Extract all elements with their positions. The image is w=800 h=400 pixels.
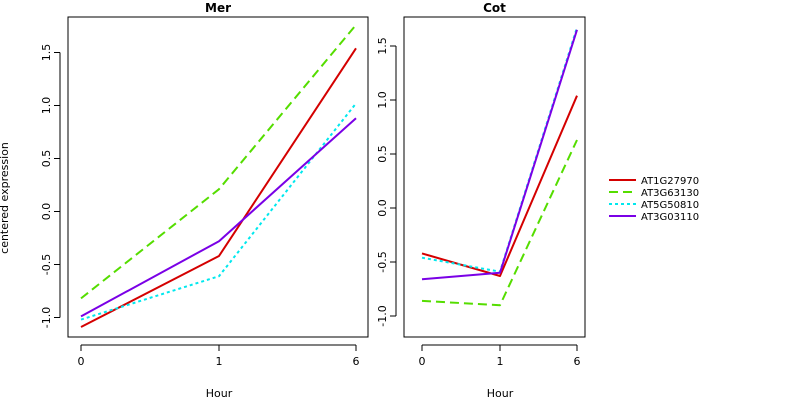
y-tick-label: -0.5 [376, 251, 389, 272]
series-line-at3g63130 [421, 139, 578, 307]
y-tick-label: 1.5 [376, 37, 389, 55]
y-tick-label: -1.0 [376, 305, 389, 326]
x-tick-label: 0 [419, 355, 426, 368]
y-tick-label: 1.0 [40, 97, 53, 115]
series-line-at3g03110 [80, 117, 357, 318]
legend-label: AT5G50810 [641, 200, 699, 211]
x-tick-label: 1 [497, 355, 504, 368]
x-axis-label: Hour [487, 387, 514, 400]
series-line-at1g27970 [80, 47, 357, 328]
y-tick-label: 0.5 [376, 145, 389, 163]
legend-label: AT3G63130 [641, 188, 699, 199]
y-tick-label: 1.5 [40, 44, 53, 62]
series-line-at3g63130 [80, 24, 357, 300]
x-tick-label: 6 [353, 355, 360, 368]
series-line-at3g03110 [421, 29, 578, 281]
x-tick-label: 0 [78, 355, 85, 368]
x-tick-label: 1 [216, 355, 223, 368]
plot-frame-cot [403, 16, 586, 338]
legend-label: AT1G27970 [641, 176, 699, 187]
y-tick-label: 1.0 [376, 91, 389, 109]
series-line-at5g50810 [80, 102, 357, 321]
plot-frame-mer [67, 16, 369, 338]
y-tick-label: -1.0 [40, 307, 53, 328]
legend-label: AT3G03110 [641, 212, 699, 223]
y-tick-label: 0.0 [376, 199, 389, 217]
y-tick-label: 0.5 [40, 150, 53, 168]
y-axis-label: centered expression [0, 142, 11, 254]
panel-title: Cot [483, 1, 506, 15]
y-tick-label: 0.0 [40, 203, 53, 221]
x-tick-label: 6 [574, 355, 581, 368]
x-axis-label: Hour [206, 387, 233, 400]
y-tick-label: -0.5 [40, 254, 53, 275]
panel-title: Mer [205, 1, 231, 15]
series-line-at1g27970 [421, 95, 578, 277]
